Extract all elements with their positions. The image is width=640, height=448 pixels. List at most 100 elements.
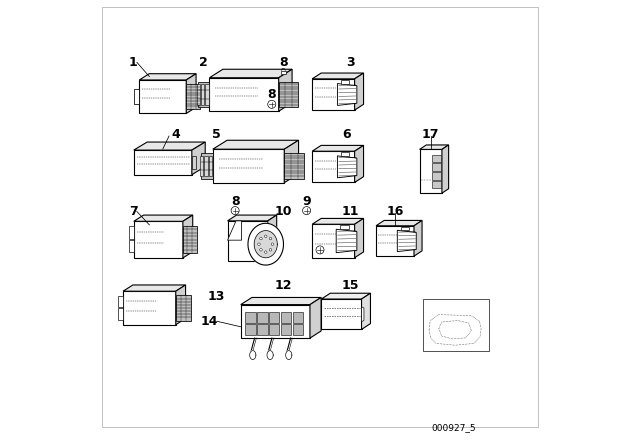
Bar (197, 84, 200, 104)
Polygon shape (228, 215, 276, 221)
Circle shape (269, 237, 272, 240)
Bar (118, 308, 123, 320)
Polygon shape (341, 80, 349, 83)
Polygon shape (312, 79, 355, 110)
Polygon shape (284, 140, 299, 183)
Polygon shape (213, 140, 299, 149)
Polygon shape (176, 295, 191, 320)
Polygon shape (213, 149, 284, 183)
Polygon shape (442, 145, 449, 193)
Polygon shape (123, 285, 186, 291)
Polygon shape (362, 306, 364, 322)
Bar (129, 240, 134, 253)
Polygon shape (337, 83, 357, 105)
Bar (134, 89, 140, 104)
Circle shape (269, 249, 272, 251)
Text: 11: 11 (342, 205, 359, 218)
Polygon shape (183, 215, 193, 258)
Polygon shape (321, 293, 371, 299)
Polygon shape (241, 297, 321, 305)
Text: 8: 8 (231, 195, 239, 208)
Text: 8: 8 (279, 56, 288, 69)
Polygon shape (134, 215, 193, 221)
Text: 8: 8 (268, 88, 276, 101)
Polygon shape (376, 220, 422, 226)
Polygon shape (183, 226, 196, 254)
Polygon shape (134, 221, 183, 258)
Bar (269, 312, 280, 323)
Polygon shape (186, 74, 196, 113)
Bar (204, 156, 207, 176)
Text: 7: 7 (129, 205, 138, 218)
Polygon shape (140, 80, 186, 113)
Text: 12: 12 (275, 279, 292, 292)
Polygon shape (355, 146, 364, 182)
Polygon shape (401, 227, 409, 230)
Bar (246, 324, 256, 335)
Polygon shape (376, 226, 414, 256)
Polygon shape (321, 299, 362, 329)
Polygon shape (420, 145, 449, 150)
Circle shape (264, 235, 267, 237)
Polygon shape (209, 78, 278, 111)
Circle shape (260, 249, 262, 251)
Polygon shape (278, 82, 298, 107)
Polygon shape (250, 351, 256, 360)
Text: 6: 6 (342, 128, 351, 141)
Polygon shape (254, 231, 277, 258)
Polygon shape (268, 215, 276, 261)
Bar (432, 164, 441, 171)
Circle shape (258, 243, 260, 246)
Circle shape (303, 207, 310, 215)
Circle shape (316, 246, 324, 254)
Bar (118, 296, 123, 307)
Bar (192, 155, 196, 169)
Text: 1: 1 (129, 56, 138, 69)
Text: 13: 13 (208, 290, 225, 303)
Circle shape (268, 100, 276, 108)
Bar (292, 312, 303, 323)
Text: 15: 15 (342, 279, 359, 292)
Polygon shape (414, 220, 422, 256)
Bar (432, 181, 441, 188)
Bar (269, 324, 280, 335)
Circle shape (260, 237, 262, 240)
Bar (200, 156, 204, 176)
Circle shape (231, 207, 239, 215)
Polygon shape (192, 142, 205, 175)
Polygon shape (312, 73, 364, 79)
Polygon shape (312, 146, 364, 151)
Bar (201, 84, 204, 104)
Text: 4: 4 (172, 128, 180, 141)
Polygon shape (140, 74, 196, 80)
Polygon shape (336, 229, 357, 253)
Polygon shape (340, 225, 349, 229)
Polygon shape (134, 142, 205, 150)
Bar (281, 71, 286, 74)
Bar (292, 324, 303, 335)
Text: 000927_5: 000927_5 (431, 423, 476, 432)
Bar (257, 312, 268, 323)
Text: 17: 17 (422, 128, 440, 141)
Polygon shape (341, 152, 349, 156)
Circle shape (271, 243, 274, 246)
Polygon shape (362, 293, 371, 329)
Polygon shape (198, 82, 209, 107)
Polygon shape (186, 84, 200, 109)
Polygon shape (228, 221, 268, 261)
Text: 9: 9 (302, 195, 311, 208)
Polygon shape (420, 150, 442, 193)
Bar (281, 312, 291, 323)
Polygon shape (241, 305, 310, 338)
Bar (129, 226, 134, 239)
Text: 16: 16 (387, 205, 404, 218)
Polygon shape (285, 351, 292, 360)
Polygon shape (355, 73, 364, 110)
Polygon shape (337, 156, 357, 178)
Text: 2: 2 (198, 56, 207, 69)
Text: 5: 5 (212, 128, 221, 141)
Polygon shape (248, 223, 284, 265)
Text: 14: 14 (200, 315, 218, 328)
Bar (281, 324, 291, 335)
Circle shape (264, 251, 267, 254)
